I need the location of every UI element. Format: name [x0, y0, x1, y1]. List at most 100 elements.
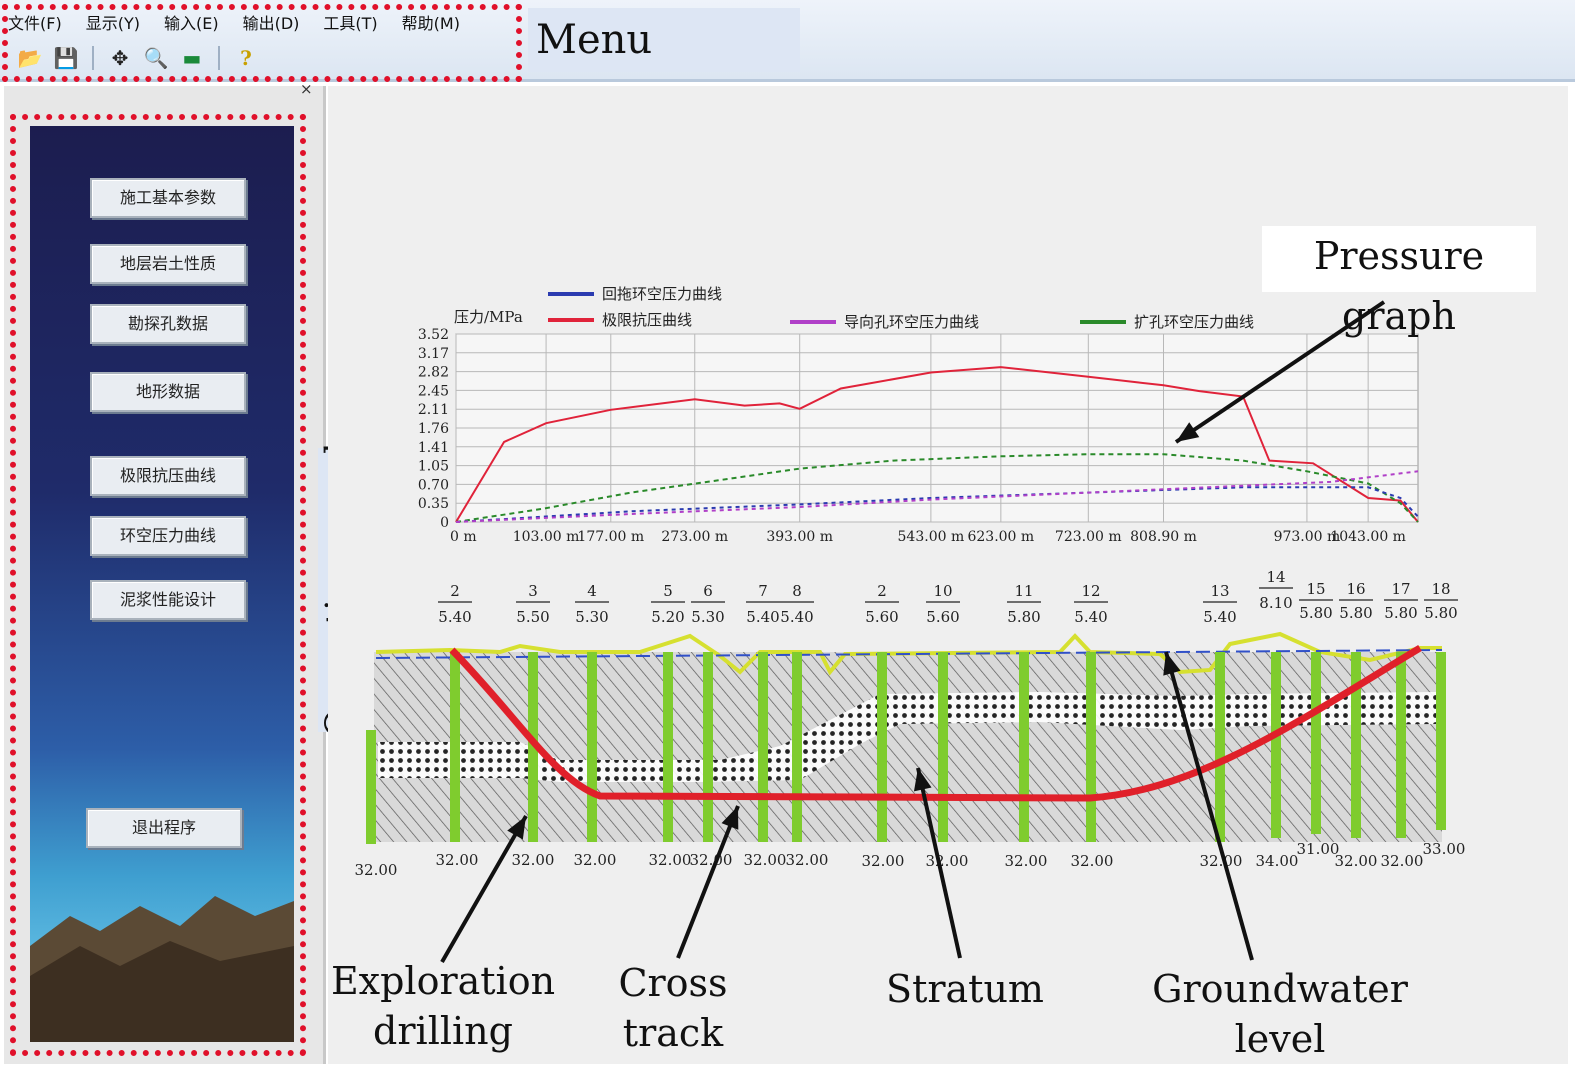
hole-elevation: 32.00 [1335, 852, 1378, 870]
hole-depth: 5.30 [575, 608, 608, 626]
drill-holes [366, 652, 1446, 844]
panel-button-6[interactable]: 泥浆性能设计 [90, 580, 246, 620]
menu-toolbar-highlight [2, 4, 522, 82]
legend-label: 导向孔环空压力曲线 [844, 313, 979, 331]
toolbar-separator [218, 46, 220, 70]
hole-number: 18 [1431, 580, 1450, 598]
y-tick-label: 0.70 [418, 477, 449, 493]
hole-number: 5 [663, 582, 673, 600]
panel-button-0[interactable]: 施工基本参数 [90, 178, 246, 218]
hole-number: 13 [1210, 582, 1229, 600]
hole-depth: 5.80 [1339, 604, 1372, 622]
y-tick-label: 0 [440, 515, 449, 531]
groundwater-level-label: Groundwater level [1152, 967, 1408, 1061]
hole-elevation: 32.00 [1381, 852, 1424, 870]
hole-depth: 5.20 [651, 608, 684, 626]
menu-item-3[interactable]: 输出(D) [242, 14, 300, 33]
legend-label: 极限抗压曲线 [602, 311, 692, 329]
hole-elevation: 32.00 [574, 851, 617, 869]
pan-icon[interactable]: ✥ [111, 46, 129, 70]
hole-number: 2 [450, 582, 460, 600]
panel-button-3[interactable]: 地形数据 [90, 372, 246, 412]
hole-number: 7 [758, 582, 768, 600]
drill-hole-bar [1396, 652, 1406, 838]
y-tick-label: 0.35 [418, 496, 449, 512]
drill-hole-bar [1436, 652, 1446, 830]
hole-depth: 5.40 [746, 608, 779, 626]
exit-button[interactable]: 退出程序 [86, 808, 242, 848]
help-icon[interactable]: ? [240, 46, 252, 70]
y-tick-label: 1.41 [418, 440, 449, 456]
toolbar: 📂 💾 ✥ 🔍 ▬? [16, 44, 268, 72]
x-tick-label: 0 m [450, 529, 477, 545]
menu-item-2[interactable]: 输入(E) [163, 14, 219, 33]
hole-elevation: 32.00 [1200, 852, 1243, 870]
open-folder-icon[interactable]: 📂 [17, 46, 43, 70]
hole-number: 14 [1266, 568, 1285, 586]
hole-number: 11 [1014, 582, 1033, 600]
y-tick-label: 3.52 [418, 327, 449, 343]
x-tick-label: 808.90 m [1130, 529, 1197, 545]
drill-hole-bar [366, 730, 376, 844]
hole-depth: 5.80 [1384, 604, 1417, 622]
hole-elevation: 32.00 [690, 851, 733, 869]
menu-item-4[interactable]: 工具(T) [323, 14, 378, 33]
hole-elevation: 33.00 [1423, 840, 1466, 858]
drill-hole-bar [663, 652, 673, 842]
panel-button-1[interactable]: 地层岩土性质 [90, 244, 246, 284]
panel-button-4[interactable]: 极限抗压曲线 [90, 456, 246, 496]
x-tick-label: 623.00 m [967, 529, 1034, 545]
zoom-icon[interactable]: 🔍 [143, 46, 169, 70]
menu-item-0[interactable]: 文件(F) [8, 14, 62, 33]
hole-depth: 5.40 [1074, 608, 1107, 626]
hole-depth: 5.60 [865, 608, 898, 626]
hole-number: 2 [877, 582, 887, 600]
legend-label: 扩孔环空压力曲线 [1134, 313, 1254, 331]
hole-elevation: 32.00 [744, 851, 787, 869]
hole-number: 17 [1391, 580, 1410, 598]
hole-elevation: 32.00 [862, 852, 905, 870]
save-icon[interactable]: 💾 [53, 46, 79, 70]
hole-elevation: 31.00 [1297, 840, 1340, 858]
x-tick-label: 393.00 m [766, 529, 833, 545]
panel-button-5[interactable]: 环空压力曲线 [90, 516, 246, 556]
y-tick-label: 2.11 [418, 402, 449, 418]
screen-icon[interactable]: ▬ [182, 46, 202, 70]
y-tick-label: 2.45 [418, 383, 449, 399]
menu-bar: 文件(F) 显示(Y) 输入(E) 输出(D) 工具(T) 帮助(M) [8, 10, 484, 40]
hole-depth: 5.80 [1424, 604, 1457, 622]
cross-track-label: Cross track [618, 961, 728, 1055]
exploration-drilling-label: Exploration drilling [330, 959, 556, 1053]
hole-labels: 2 5.40 32.00 3 5.50 32.00 4 5.30 32.00 5 5.20 32.00… [355, 568, 1466, 879]
hole-elevation: 34.00 [1256, 852, 1299, 870]
drill-hole-bar [792, 652, 802, 842]
hole-elevation: 32.00 [1005, 852, 1048, 870]
y-tick-label: 1.05 [418, 459, 449, 475]
drill-hole-bar [587, 652, 597, 842]
drill-hole-bar [877, 652, 887, 842]
pressure-graph-label: Pressure graph [1262, 226, 1536, 338]
panel-button-2[interactable]: 勘探孔数据 [90, 304, 246, 344]
y-tick-label: 3.17 [418, 346, 449, 362]
hole-number: 12 [1081, 582, 1100, 600]
drill-hole-bar [1271, 652, 1281, 838]
close-icon[interactable]: × [300, 80, 313, 98]
y-tick-label: 1.76 [418, 421, 449, 437]
drill-hole-bar [938, 652, 948, 842]
drill-hole-bar [1215, 652, 1225, 842]
hole-elevation: 32.00 [786, 851, 829, 869]
x-tick-label: 723.00 m [1055, 529, 1122, 545]
hole-depth: 5.40 [1203, 608, 1236, 626]
hole-elevation: 32.00 [1071, 852, 1114, 870]
operation-panel-highlight [10, 114, 306, 1056]
x-tick-label: 103.00 m [513, 529, 580, 545]
operation-panel: 施工基本参数 地层岩土性质 勘探孔数据地形数据极限抗压曲线 环空压力曲线 泥浆性能设计退… [30, 126, 294, 1042]
hole-number: 16 [1346, 580, 1365, 598]
menu-item-1[interactable]: 显示(Y) [85, 14, 140, 33]
menu-item-5[interactable]: 帮助(M) [401, 14, 460, 33]
x-tick-label: 973.00 m [1274, 529, 1341, 545]
hole-elevation: 32.00 [512, 851, 555, 869]
x-tick-label: 177.00 m [577, 529, 644, 545]
